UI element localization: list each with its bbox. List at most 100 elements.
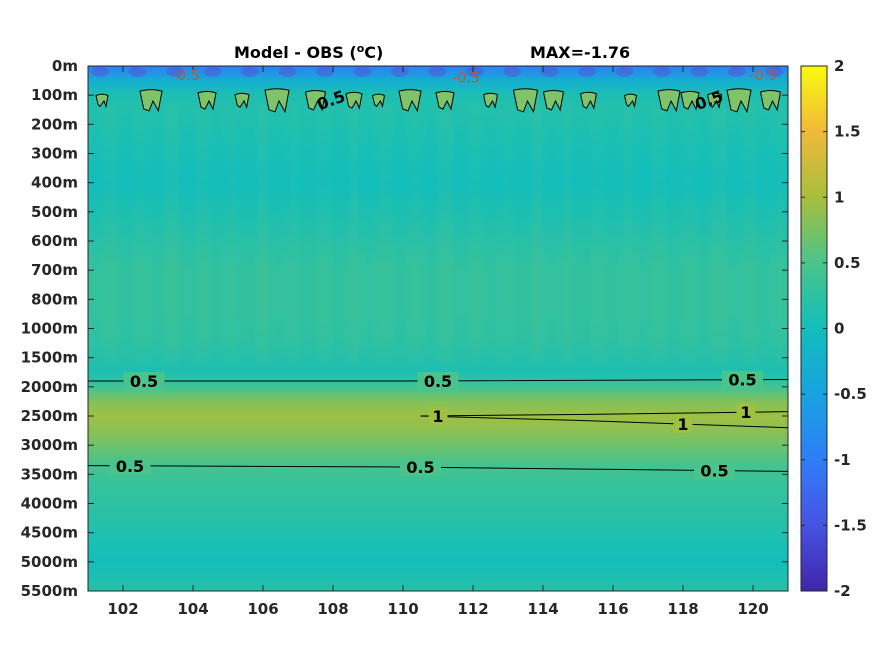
- surface-anomaly: [465, 66, 484, 77]
- y-tick-label: 1000m: [21, 320, 78, 338]
- texture-streak: [426, 103, 434, 364]
- colorbar-tick-label: -1: [834, 451, 851, 469]
- contour-blob: [680, 90, 700, 111]
- contour-blob: [579, 91, 598, 110]
- surface-anomaly: [578, 66, 597, 77]
- texture-streak: [652, 103, 666, 364]
- texture-streak: [410, 103, 420, 364]
- texture-streak: [241, 103, 255, 364]
- contour-blob: [197, 90, 217, 111]
- texture-streak: [257, 103, 269, 364]
- surface-anomaly: [353, 66, 372, 77]
- texture-streak: [180, 103, 193, 364]
- y-tick-label: 4000m: [21, 495, 78, 513]
- texture-streak: [761, 103, 770, 364]
- surface-anomaly: [428, 66, 447, 77]
- x-axis: 102 104 106 108 110 112 114 116 118 120: [107, 66, 769, 618]
- x-tick-label: 112: [457, 600, 488, 618]
- texture-streak: [350, 103, 359, 364]
- contour-blob: [759, 90, 782, 112]
- texture-streak: [563, 103, 571, 364]
- y-tick-label: 500m: [31, 203, 78, 221]
- contour-label-bg: [428, 406, 448, 425]
- texture-streak: [104, 103, 118, 364]
- contour-labels: 0.5 0.5 0.51 110.5 0.5 0.50.5 0.5-0.5 -0.5 -0.5: [109, 68, 777, 481]
- contour-label: 1: [740, 403, 751, 422]
- y-tick-label: 2000m: [21, 378, 78, 396]
- contour-blob: [512, 88, 539, 114]
- surface-anomaly: [128, 66, 147, 77]
- x-tick-label: 120: [737, 600, 768, 618]
- contour-blob: [304, 90, 327, 112]
- chart-max-annotation: MAX=-1.76: [530, 43, 630, 62]
- y-tick-label: 5500m: [21, 582, 78, 600]
- y-tick-label: 4500m: [21, 524, 78, 542]
- texture-streak: [515, 103, 529, 364]
- texture-streak: [668, 103, 680, 364]
- colorbar-tick-label: -1.5: [834, 516, 867, 534]
- y-axis: 0m 100m 200m 300m 400m 500m 600m 700m 800m 1000m 1…: [21, 57, 788, 600]
- contour-blob: [95, 93, 109, 109]
- texture-streak: [712, 103, 727, 364]
- surface-anomaly: [278, 66, 297, 77]
- contour-blob: [345, 91, 363, 110]
- texture-streak: [273, 103, 283, 364]
- y-tick-label: 400m: [31, 174, 78, 192]
- contour-blob: [542, 90, 565, 112]
- contour-label-bg: [736, 403, 756, 422]
- contour-blob: [726, 88, 752, 114]
- surface-anomaly: [91, 66, 110, 77]
- colorbar-tick-label: 0: [834, 320, 844, 338]
- contour-label: 1: [677, 415, 688, 434]
- contour-label: 0.5: [728, 371, 756, 390]
- texture-streak: [229, 103, 236, 364]
- colorbar-tick-label: 1.5: [834, 123, 861, 141]
- surface-anomaly: [203, 66, 222, 77]
- texture-streak: [366, 103, 373, 364]
- texture-streak: [777, 103, 784, 364]
- contour-label: 0.5: [406, 458, 434, 477]
- y-tick-label: 3000m: [21, 436, 78, 454]
- surface-anomaly: [765, 66, 784, 77]
- contour-line: [88, 379, 788, 382]
- x-tick-label: 110: [387, 600, 418, 618]
- y-tick-label: 800m: [31, 290, 78, 308]
- texture-streak: [575, 103, 590, 364]
- contour-label: 0.5: [700, 462, 728, 481]
- x-tick-label: 104: [177, 600, 208, 618]
- contour-label: 0.5: [424, 372, 452, 391]
- texture-streak: [153, 103, 160, 364]
- texture-streak: [624, 103, 633, 364]
- texture-streak: [471, 103, 481, 364]
- surface-anomaly: [540, 66, 559, 77]
- chart-title: Model - OBS (oC): [234, 42, 383, 62]
- y-tick-label: 0m: [52, 57, 78, 75]
- contour-blob: [398, 89, 422, 113]
- texture-streak: [378, 103, 392, 364]
- contour-label-bg: [673, 415, 693, 433]
- texture-streak: [136, 103, 146, 364]
- texture-streak: [503, 103, 510, 364]
- contour-label-bg: [109, 456, 151, 475]
- contour-line: [420, 411, 788, 417]
- surface-anomaly: [315, 66, 334, 77]
- contour-blob: [234, 92, 250, 110]
- contour-blob: [264, 88, 290, 114]
- contour-label-negative: -0.5: [750, 68, 777, 84]
- texture-streak: [684, 103, 694, 364]
- contour-label-bg: [722, 370, 763, 389]
- heatmap-field: [88, 66, 788, 591]
- texture-streak: [591, 103, 604, 364]
- contour-label: 1: [432, 407, 443, 426]
- contour-line: [420, 415, 788, 429]
- colorbar-tick-label: 0.5: [834, 254, 861, 272]
- texture-streak: [640, 103, 647, 364]
- surface-anomaly: [166, 66, 185, 77]
- x-tick-label: 106: [247, 600, 278, 618]
- surface-anomaly: [690, 66, 709, 77]
- y-tick-label: 1500m: [21, 349, 78, 367]
- texture-streak: [394, 103, 406, 364]
- x-tick-label: 116: [597, 600, 628, 618]
- y-tick-label: 3500m: [21, 465, 78, 483]
